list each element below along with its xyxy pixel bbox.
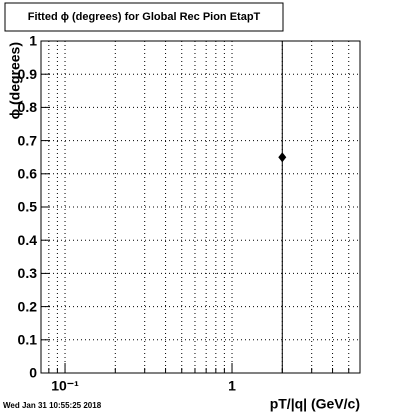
title-box bbox=[4, 2, 284, 32]
y-tick-label: 0.2 bbox=[18, 298, 38, 314]
plot-frame bbox=[40, 40, 361, 374]
y-tick-label: 0 bbox=[29, 365, 37, 381]
y-tick-label: 1 bbox=[29, 33, 37, 49]
y-axis-label: ϕ (degrees) bbox=[7, 42, 23, 119]
x-axis-label: pT/|q| (GeV/c) bbox=[270, 396, 360, 412]
chart-title: Fitted ϕ (degrees) for Global Rec Pion E… bbox=[28, 11, 261, 23]
y-tick-label: 0.6 bbox=[18, 166, 38, 182]
y-tick-label: 0.1 bbox=[18, 332, 38, 348]
y-tick-label: 0.7 bbox=[18, 132, 38, 148]
timestamp: Wed Jan 31 10:55:25 2018 bbox=[3, 401, 102, 410]
x-tick-label: 10⁻¹ bbox=[51, 378, 79, 394]
data-point bbox=[278, 152, 287, 163]
x-tick-label: 1 bbox=[228, 378, 236, 394]
y-tick-label: 0.9 bbox=[18, 66, 38, 82]
y-tick-label: 0.5 bbox=[18, 199, 38, 215]
y-tick-label: 0.3 bbox=[18, 265, 38, 281]
y-tick-label: 0.4 bbox=[18, 232, 38, 248]
y-tick-label: 0.8 bbox=[18, 99, 38, 115]
